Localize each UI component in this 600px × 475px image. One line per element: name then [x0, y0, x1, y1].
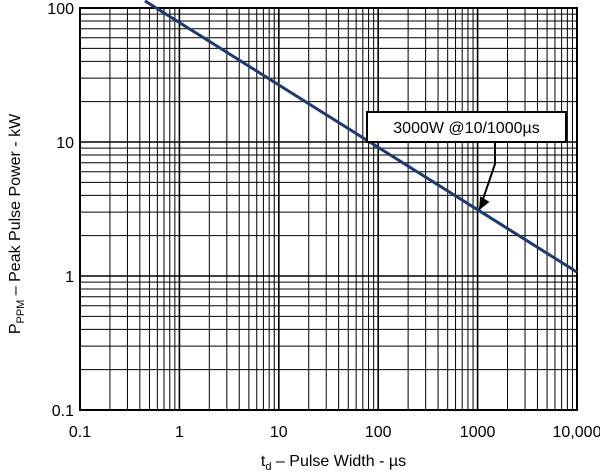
x-axis-label-main: t — [261, 453, 266, 470]
y-axis-label: PPPM – Peak Pulse Power - kW — [7, 113, 27, 334]
x-tick-labels: 0.1 1 10 100 1000 10,000 — [69, 424, 600, 441]
x-tick-label: 1 — [175, 424, 184, 441]
x-tick-label: 10 — [270, 424, 288, 441]
x-axis-label: td – Pulse Width - µs — [261, 453, 406, 473]
y-tick-label: 100 — [47, 1, 74, 18]
y-tick-label: 10 — [56, 135, 74, 152]
annotation-box — [366, 111, 567, 143]
y-tick-labels: 0.1 1 10 100 — [47, 1, 74, 420]
y-tick-label: 0.1 — [52, 403, 74, 420]
series-line — [144, 0, 578, 274]
annotation-arrowhead — [479, 196, 490, 211]
annotation-arrow — [478, 142, 496, 210]
y-tick-label: 1 — [65, 269, 74, 286]
x-axis-label-rest: – Pulse Width - µs — [271, 453, 406, 470]
grid — [80, 8, 577, 410]
annotation-text: 3000W @10/1000µs — [393, 120, 539, 137]
y-axis-label-sub: PPM — [15, 300, 27, 324]
annotation: 3000W @10/1000µs — [366, 111, 567, 211]
x-tick-label: 1000 — [460, 424, 496, 441]
x-axis-label-sub: d — [265, 461, 271, 473]
x-tick-label: 100 — [365, 424, 392, 441]
plot-frame — [79, 7, 578, 411]
y-axis-label-rest: – Peak Pulse Power - kW — [7, 113, 24, 300]
x-tick-label: 10,000 — [553, 424, 600, 441]
x-tick-label: 0.1 — [69, 424, 91, 441]
y-axis-label-main: P — [7, 324, 24, 335]
